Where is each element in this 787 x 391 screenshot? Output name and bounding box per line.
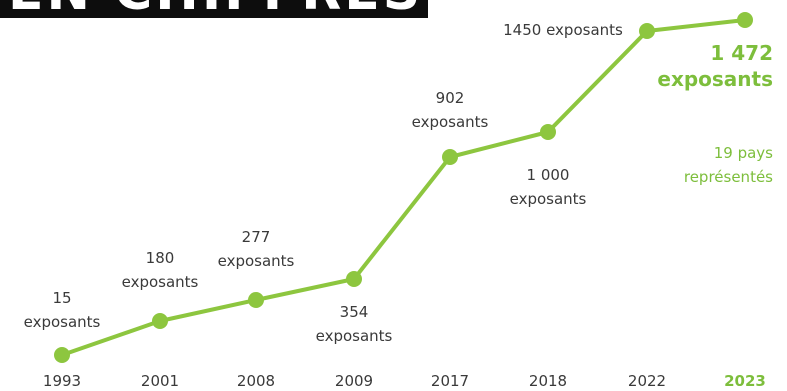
x-tick-2023: 2023 bbox=[724, 372, 766, 390]
data-label-2001-1: 180 bbox=[146, 249, 175, 267]
data-label-2018-1: 1 000 bbox=[527, 166, 570, 184]
data-point-1993 bbox=[54, 347, 70, 363]
x-tick-2008: 2008 bbox=[237, 372, 275, 390]
data-point-2023 bbox=[737, 12, 753, 28]
data-point-2001 bbox=[152, 313, 168, 329]
x-tick-2022: 2022 bbox=[628, 372, 666, 390]
data-label-2017-2: exposants bbox=[412, 113, 489, 131]
data-label-1993-1: 15 bbox=[52, 289, 71, 307]
data-label-2017-1: 902 bbox=[436, 89, 465, 107]
highlight-note-line-1: 19 pays bbox=[714, 144, 773, 162]
data-label-2009-1: 354 bbox=[340, 303, 369, 321]
data-point-2008 bbox=[248, 292, 264, 308]
data-label-2018-2: exposants bbox=[510, 190, 587, 208]
highlight-value: 1 472 bbox=[710, 41, 773, 65]
data-point-2017 bbox=[442, 149, 458, 165]
x-tick-2017: 2017 bbox=[431, 372, 469, 390]
data-label-2022-1: 1450 exposants bbox=[503, 21, 623, 39]
highlight-unit: exposants bbox=[657, 67, 773, 91]
title-banner: EN CHIFFRES bbox=[0, 0, 428, 18]
x-tick-2001: 2001 bbox=[141, 372, 179, 390]
highlight-note-line-2: représentés bbox=[684, 168, 773, 186]
x-tick-1993: 1993 bbox=[43, 372, 81, 390]
x-tick-2009: 2009 bbox=[335, 372, 373, 390]
data-label-1993-2: exposants bbox=[24, 313, 101, 331]
page-title: EN CHIFFRES bbox=[8, 0, 423, 18]
x-tick-2018: 2018 bbox=[529, 372, 567, 390]
data-label-2001-2: exposants bbox=[122, 273, 199, 291]
data-point-2018 bbox=[540, 124, 556, 140]
data-label-2008-2: exposants bbox=[218, 252, 295, 270]
data-label-2009-2: exposants bbox=[316, 327, 393, 345]
series-line bbox=[60, 18, 747, 357]
data-point-2022 bbox=[639, 23, 655, 39]
data-label-2008-1: 277 bbox=[242, 228, 271, 246]
data-point-2009 bbox=[346, 271, 362, 287]
